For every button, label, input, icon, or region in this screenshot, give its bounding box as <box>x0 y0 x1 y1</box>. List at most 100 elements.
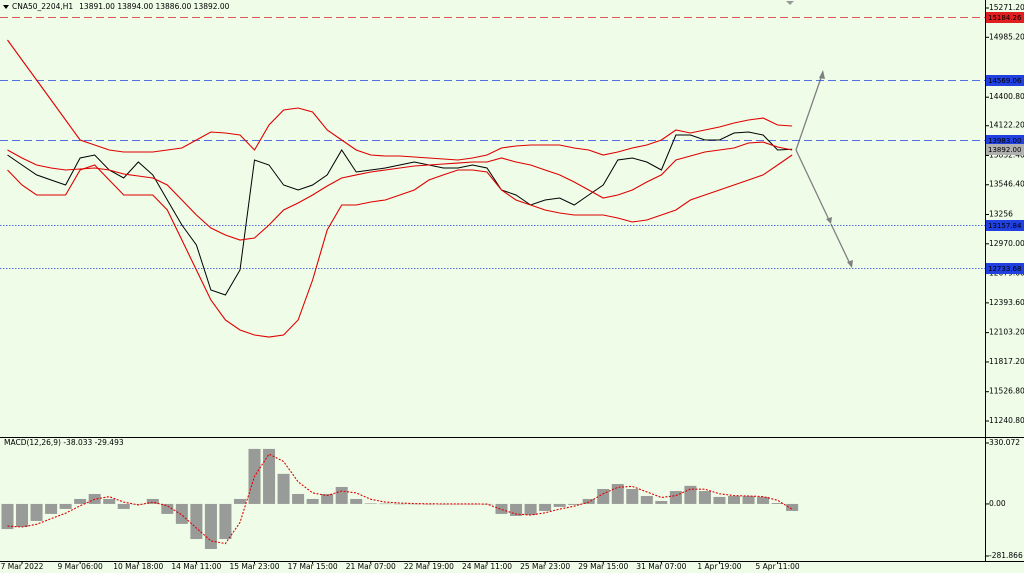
scroll-marker <box>786 1 794 5</box>
arrow-heads <box>819 70 853 268</box>
histogram-bar <box>30 503 43 521</box>
x-tick-label: 10 Mar 18:00 <box>113 562 163 571</box>
level-label: 12733.68 <box>988 265 1021 273</box>
signal-line <box>7 453 793 545</box>
level-label-bg <box>986 144 1024 155</box>
y-tick-label: 11240.80 <box>989 416 1024 425</box>
y-tick-label: 14400.80 <box>989 92 1024 101</box>
x-tick-label: 22 Mar 19:00 <box>404 562 454 571</box>
histogram-bar <box>16 503 29 528</box>
x-tick-label: 17 Mar 15:00 <box>288 562 338 571</box>
y-tick-label: 12103.20 <box>989 328 1024 337</box>
level-label-bg <box>986 75 1024 86</box>
histogram-bar <box>1 503 14 530</box>
histogram-bar <box>422 503 435 505</box>
histogram-bar <box>59 503 72 509</box>
histogram-bar <box>728 496 740 504</box>
y-tick-label: 14122.20 <box>989 121 1024 130</box>
x-tick-label: 29 Mar 15:00 <box>578 562 628 571</box>
histogram-bar <box>393 503 406 505</box>
histogram-bar <box>553 503 566 507</box>
histogram-bar <box>292 493 305 504</box>
x-tick-label: 9 Mar 06:00 <box>57 562 103 571</box>
x-tick-label: 21 Mar 07:00 <box>346 562 396 571</box>
x-tick-label: 24 Mar 11:00 <box>462 562 512 571</box>
level-label: 13892.00 <box>988 146 1021 154</box>
y-tick-label: 12393.60 <box>989 298 1024 307</box>
histogram-bar <box>684 485 697 504</box>
level-label: 14569.06 <box>988 77 1022 85</box>
histogram-bar <box>655 500 668 504</box>
histogram-bar <box>335 486 348 504</box>
level-label-bg <box>986 135 1024 146</box>
indicator-title: MACD(12,26,9) -38.033 -29.493 <box>4 438 124 447</box>
histogram-bar <box>568 503 581 505</box>
histogram-bar <box>495 503 508 514</box>
histogram-bar <box>190 503 203 540</box>
histogram-bar <box>45 503 58 514</box>
histogram-bar <box>219 503 232 540</box>
histogram-bar <box>321 493 334 504</box>
level-label: 13983.00 <box>988 137 1021 145</box>
histogram-bar <box>524 503 537 516</box>
y-tick-label: -281.866 <box>989 551 1023 560</box>
chart-title: CNA50_2204,H1 <box>12 2 73 11</box>
band-line <box>7 39 793 161</box>
y-tick-label: 11817.20 <box>989 357 1024 366</box>
histogram-bar <box>539 503 552 511</box>
histogram-bar <box>175 503 188 524</box>
histogram-bar <box>640 496 653 504</box>
price-line <box>7 131 793 296</box>
level-label-bg <box>986 263 1024 274</box>
y-tick-label: 14985.20 <box>989 32 1024 41</box>
histogram-bar <box>597 488 610 504</box>
x-tick-label: 5 Apr 11:00 <box>756 562 800 571</box>
y-tick-label: 330.072 <box>989 438 1020 447</box>
histogram-bar <box>306 498 319 504</box>
histogram-bar <box>669 491 682 504</box>
x-tick-label: 31 Mar 07:00 <box>636 562 686 571</box>
histogram-bar <box>582 498 595 504</box>
histogram-bar <box>103 498 116 504</box>
histogram-bar <box>74 498 87 504</box>
histogram-bar <box>364 503 377 504</box>
x-tick-label: 15 Mar 23:00 <box>229 562 279 571</box>
level-label-bg <box>986 12 1024 23</box>
histogram-bar <box>757 496 770 504</box>
histogram-bar <box>117 503 130 509</box>
histogram-bar <box>146 498 159 504</box>
histogram-bar <box>408 503 421 505</box>
histogram-bar <box>626 488 639 504</box>
y-tick-label: 11526.80 <box>989 387 1024 396</box>
quote: 13891.00 13894.00 13886.00 13892.00 <box>79 2 230 11</box>
y-tick-label: 0.00 <box>989 499 1006 508</box>
histogram-bar <box>698 491 711 504</box>
band-line <box>7 154 793 338</box>
histogram-bar <box>277 473 290 504</box>
histogram-bar <box>611 484 624 504</box>
x-tick-label: 1 Apr 19:00 <box>697 562 741 571</box>
histogram-bar <box>263 448 276 504</box>
x-tick-label: 25 Mar 23:00 <box>520 562 570 571</box>
histogram-bar <box>786 503 799 511</box>
histogram-bar <box>771 503 784 504</box>
menu-icon <box>3 5 9 9</box>
x-tick-label: 7 Mar 2022 <box>1 562 44 571</box>
histogram-bar <box>233 498 246 504</box>
histogram-bar <box>742 496 755 504</box>
x-tick-label: 14 Mar 11:00 <box>171 562 221 571</box>
y-tick-label: 13546.40 <box>989 180 1024 189</box>
histogram-bar <box>713 496 726 504</box>
level-label: 15184.26 <box>988 14 1022 22</box>
histogram-bar <box>350 498 363 504</box>
y-tick-label: 12970.00 <box>989 239 1024 248</box>
histogram-bar <box>204 503 217 549</box>
histogram-bar <box>161 503 174 514</box>
histogram-bar <box>379 503 392 505</box>
band-line <box>7 141 793 241</box>
projection-arrows <box>795 71 852 267</box>
level-label: 13157.84 <box>988 222 1022 230</box>
y-tick-label: 15271.20 <box>989 3 1024 12</box>
